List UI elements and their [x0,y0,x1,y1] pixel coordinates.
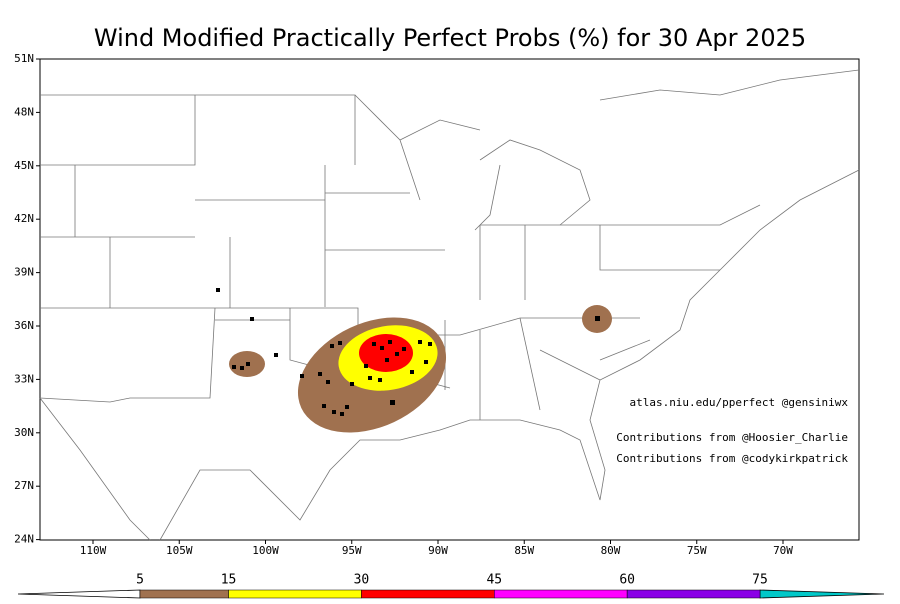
colorbar-label: 45 [486,573,502,588]
lon-label: 80W [601,544,621,557]
lon-label: 100W [252,544,279,557]
lon-label: 90W [428,544,448,557]
colorbar-segment [626,589,761,599]
colorbar-label: 15 [221,573,237,588]
title: Wind Modified Practically Perfect Probs … [94,24,806,52]
lon-label: 95W [342,544,362,557]
storm-reports [216,288,600,416]
lat-label: 33N [14,372,34,385]
colorbar-label: 30 [354,573,370,588]
colorbar-segment [139,589,229,599]
lon-label: 70W [773,544,793,557]
lon-label: 75W [687,544,707,557]
credit: Contributions from @Hoosier_Charlie [616,431,848,444]
lat-label: 30N [14,426,34,439]
lat-label: 36N [14,319,34,332]
lon-label: 105W [166,544,193,557]
colorbar-label: 75 [752,573,768,588]
colorbar-segment [494,589,628,599]
lon-label: 85W [514,544,534,557]
credit: Contributions from @codykirkpatrick [616,452,848,465]
lat-label: 45N [14,159,34,172]
lat-label: 24N [14,533,34,546]
colorbar-segment [361,589,495,599]
colorbar-label: 5 [136,573,144,588]
lat-label: 48N [14,105,34,118]
lat-label: 51N [14,52,34,65]
colorbar-upper-end [759,589,885,599]
colorbar-segment [228,589,362,599]
lat-label: 42N [14,212,34,225]
colorbar-label: 60 [619,573,635,588]
lat-label: 27N [14,479,34,492]
credit: atlas.niu.edu/pperfect @gensiniwx [629,396,848,409]
lon-label: 110W [80,544,107,557]
basemap [39,58,860,541]
lat-label: 39N [14,266,34,279]
colorbar-lower-end [17,589,141,599]
